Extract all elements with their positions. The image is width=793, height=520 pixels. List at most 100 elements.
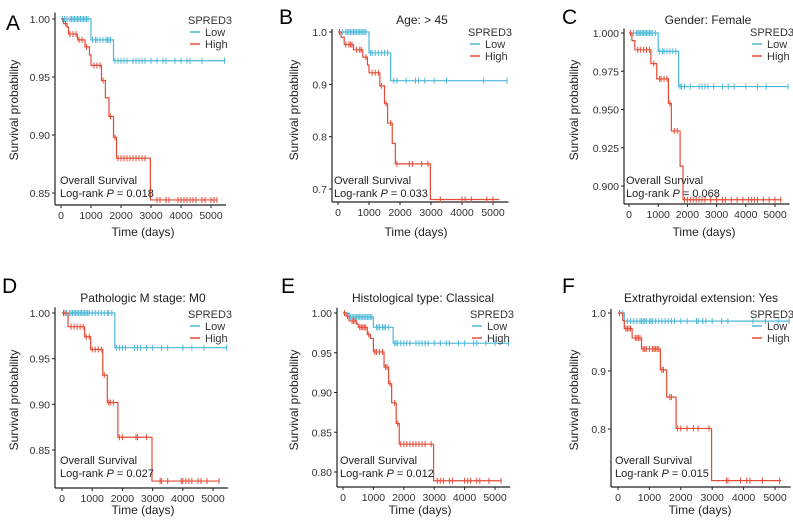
legend-label-high: High (205, 39, 228, 51)
y-tick-label: 1.00 (312, 308, 333, 320)
p-value: = 0.012 (394, 468, 434, 480)
x-axis-title: Time (days) (673, 225, 736, 239)
x-tick-label: 1000 (357, 207, 381, 219)
x-axis-title: Time (days) (385, 225, 448, 239)
legend-label-high: High (767, 333, 790, 345)
y-axis-title: Survival probability (287, 60, 301, 161)
survival-annotation: Overall Survival (626, 175, 703, 187)
p-value: = 0.033 (388, 188, 428, 200)
x-tick-label: 5000 (763, 209, 787, 221)
x-tick-label: 1000 (638, 492, 662, 504)
x-tick-label: 1000 (647, 209, 671, 221)
y-axis-title: Survival probability (567, 350, 581, 451)
x-tick-label: 5000 (199, 210, 223, 222)
x-tick-label: 2000 (676, 209, 700, 221)
panel-b: B Age: > 45 0 1000 2000 3000 4000 5000 0.7 0.8 0.9… (279, 6, 512, 239)
y-tick-label: 0.95 (30, 72, 51, 84)
x-tick-label: 4000 (732, 492, 756, 504)
legend-title: SPRED3 (750, 27, 793, 39)
y-tick-label: 0.85 (30, 445, 51, 457)
logrank-pvalue: Log-rank P = 0.018 (60, 188, 154, 200)
x-tick-label: 1000 (81, 493, 105, 505)
legend-label-low: Low (487, 321, 507, 333)
p-symbol: P (661, 468, 669, 480)
legend-label-low: Low (767, 321, 787, 333)
panel-title: Pathologic M stage: M0 (80, 291, 206, 305)
y-tick-label: 1.00 (30, 14, 51, 26)
y-axis-title: Survival probability (567, 60, 581, 161)
panel-e: E Histological type: Classical 0 1000 2000 30… (281, 275, 514, 517)
p-symbol: P (380, 188, 388, 200)
x-tick-label: 5000 (763, 492, 787, 504)
y-tick-label: 1.000 (593, 28, 619, 40)
x-tick-label: 5000 (481, 207, 505, 219)
x-tick-label: 4000 (734, 209, 758, 221)
logrank-pvalue: Log-rank P = 0.033 (334, 188, 428, 200)
x-tick-label: 2000 (111, 493, 135, 505)
y-tick-label: 0.900 (593, 181, 619, 193)
x-tick-label: 1000 (362, 492, 386, 504)
panel-f: F Extrathyroidal extension: Yes 0 1000 2000 3… (562, 275, 793, 517)
y-axis-title: Survival probability (287, 350, 301, 451)
km-curve-high (629, 32, 781, 201)
x-tick-label: 2000 (392, 492, 416, 504)
p-value: = 0.027 (114, 468, 154, 480)
y-tick-label: 1.0 (312, 27, 327, 39)
legend-title: SPRED3 (188, 309, 232, 321)
km-curve-high (62, 312, 220, 482)
km-curve-high (618, 312, 782, 482)
x-axis-title: Time (days) (669, 503, 732, 517)
x-tick-label: 3000 (419, 207, 443, 219)
x-tick-label: 5000 (483, 492, 507, 504)
y-tick-label: 0.950 (593, 105, 619, 117)
legend-label-high: High (205, 333, 228, 345)
panel-letter: F (562, 275, 575, 298)
y-tick-label: 0.95 (30, 354, 51, 366)
legend-label-high: High (767, 51, 790, 63)
x-axis-title: Time (days) (389, 503, 452, 517)
y-tick-label: 0.85 (30, 188, 51, 200)
p-symbol: P (106, 188, 114, 200)
panel-letter: C (562, 6, 577, 29)
x-tick-label: 2000 (109, 210, 133, 222)
x-tick-label: 1000 (79, 210, 103, 222)
test-name: Log-rank (615, 468, 661, 480)
x-tick-label: 3000 (705, 209, 729, 221)
legend-title: SPRED3 (750, 309, 793, 321)
y-tick-label: 0.9 (312, 79, 327, 91)
logrank-pvalue: Log-rank P = 0.027 (60, 468, 154, 480)
km-curve-low (338, 31, 507, 82)
panel-letter: D (2, 275, 17, 298)
test-name: Log-rank (340, 468, 386, 480)
legend-title: SPRED3 (468, 27, 512, 39)
y-tick-label: 0.7 (312, 184, 327, 196)
y-tick-label: 0.8 (312, 132, 327, 144)
survival-annotation: Overall Survival (340, 455, 417, 467)
panel-letter: B (279, 6, 293, 29)
x-tick-label: 3000 (139, 210, 163, 222)
legend-title: SPRED3 (470, 309, 514, 321)
y-tick-label: 0.85 (312, 427, 333, 439)
panel-title: Gender: Female (665, 13, 752, 27)
y-tick-label: 0.8 (591, 424, 606, 436)
p-symbol: P (672, 188, 680, 200)
legend-label-high: High (485, 51, 508, 63)
survival-annotation: Overall Survival (334, 175, 411, 187)
km-curve-low (343, 312, 509, 344)
test-name: Log-rank (60, 468, 106, 480)
km-curve-high (61, 18, 217, 201)
legend-label-low: Low (485, 39, 505, 51)
panel-letter: A (6, 12, 20, 35)
x-tick-label: 3000 (701, 492, 725, 504)
panel-title: Histological type: Classical (352, 291, 494, 305)
x-tick-label: 3000 (141, 493, 165, 505)
y-tick-label: 1.00 (30, 308, 51, 320)
panel-c: C Gender: Female 0 1000 2000 3000 4000 5000 0.90… (562, 6, 793, 239)
legend-title: SPRED3 (188, 15, 232, 27)
y-tick-label: 0.90 (312, 388, 333, 400)
